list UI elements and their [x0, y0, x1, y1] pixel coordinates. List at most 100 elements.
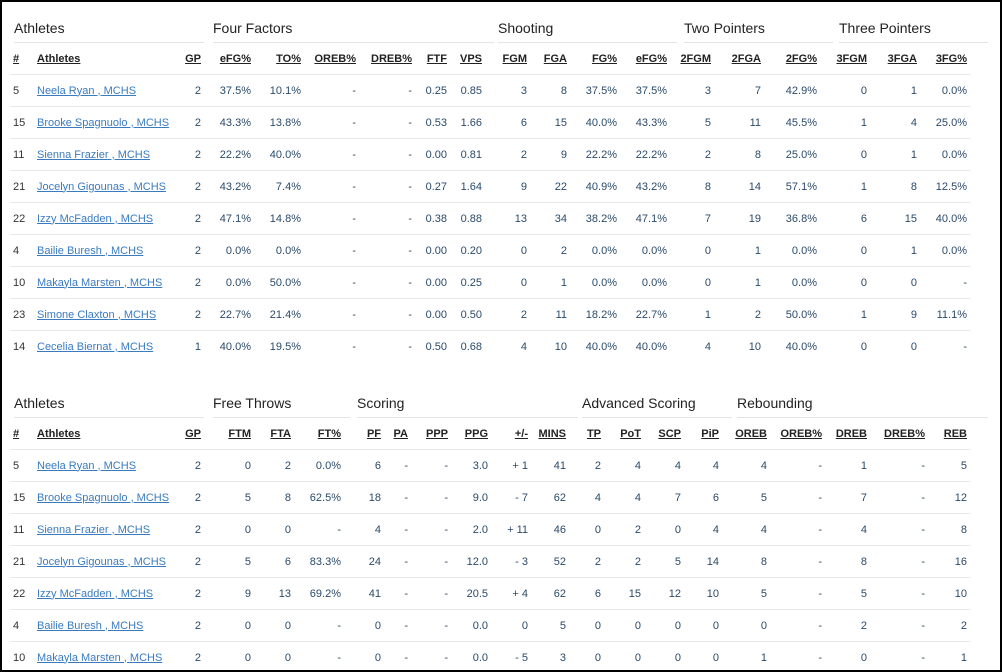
column-header-dreb-pct[interactable]: DREB% — [884, 428, 925, 440]
cell-vps: 1.66 — [450, 106, 485, 138]
cell-reb: 2 — [928, 609, 970, 641]
cell-fga: 10 — [530, 330, 570, 362]
column-header-tp[interactable]: TP — [586, 428, 601, 440]
column-header-to-pct[interactable]: TO% — [276, 53, 301, 65]
cell-2fgm: 1 — [670, 298, 714, 330]
cell-efg-pct: 22.2% — [620, 138, 670, 170]
table-row: 22 Izzy McFadden , MCHS 2 9 13 69.2% 41- -20.5 +… — [10, 577, 970, 609]
cell-ftf: 0.53 — [415, 106, 450, 138]
athlete-link[interactable]: Izzy McFadden , MCHS — [37, 212, 154, 225]
column-header-fgm[interactable]: FGM — [502, 53, 527, 65]
column-header-oreb-pct[interactable]: OREB% — [780, 428, 822, 440]
column-header-number[interactable]: # — [13, 53, 20, 65]
column-header-reb[interactable]: REB — [943, 428, 967, 440]
cell-dreb-pct: - — [359, 234, 415, 266]
column-header-gp[interactable]: GP — [185, 428, 201, 440]
athlete-link[interactable]: Makayla Marsten , MCHS — [37, 276, 163, 289]
column-header-dreb-pct[interactable]: DREB% — [371, 53, 412, 65]
cell-gp: 2 — [174, 545, 204, 577]
column-header-athletes[interactable]: Athletes — [37, 53, 81, 65]
cell-fgm: 0 — [485, 234, 530, 266]
column-header-pf[interactable]: PF — [366, 428, 381, 440]
cell-number: 11 — [10, 513, 34, 545]
cell-tp: 0 — [569, 609, 604, 641]
cell-number: 5 — [10, 74, 34, 106]
cell-ppg: 20.5 — [451, 577, 491, 609]
scoring-stats-section: Athletes Free Throws Scoring Advanced Sc… — [10, 389, 990, 664]
cell-reb: 10 — [928, 577, 970, 609]
cell-ftm: 0 — [204, 449, 254, 481]
column-header-plus-minus[interactable]: +/- — [514, 428, 528, 440]
cell-oreb-pct: - — [304, 106, 359, 138]
column-header-pot[interactable]: PoT — [620, 428, 641, 440]
column-header-ppg[interactable]: PPG — [464, 428, 488, 440]
cell-pip: 4 — [684, 449, 722, 481]
column-header-ftf[interactable]: FTF — [426, 53, 447, 65]
athlete-link[interactable]: Sienna Frazier , MCHS — [37, 523, 151, 536]
column-header-3fg-pct[interactable]: 3FG% — [935, 53, 967, 65]
column-header-ftm[interactable]: FTM — [228, 428, 251, 440]
cell-dreb-pct: - — [870, 641, 928, 670]
cell-fgm: 3 — [485, 74, 530, 106]
column-header-3fgm[interactable]: 3FGM — [836, 53, 867, 65]
cell-fg-pct: 18.2% — [570, 298, 620, 330]
cell-2fga: 10 — [714, 330, 764, 362]
cell-pot: 2 — [604, 513, 644, 545]
athlete-link[interactable]: Brooke Spagnuolo , MCHS — [37, 491, 170, 504]
athlete-link[interactable]: Cecelia Biernat , MCHS — [37, 340, 154, 353]
column-header-mins[interactable]: MINS — [538, 428, 567, 440]
athlete-link[interactable]: Jocelyn Gigounas , MCHS — [37, 180, 166, 193]
column-header-gp[interactable]: GP — [185, 53, 201, 65]
column-header-athletes[interactable]: Athletes — [37, 428, 81, 440]
athlete-link[interactable]: Makayla Marsten , MCHS — [37, 651, 163, 664]
column-header-3fga[interactable]: 3FGA — [887, 53, 917, 65]
cell-3fga: 1 — [870, 74, 920, 106]
column-header-ppp[interactable]: PPP — [425, 428, 448, 440]
column-header-pa[interactable]: PA — [393, 428, 408, 440]
cell-dreb: 5 — [825, 577, 870, 609]
cell-efg-pct: 22.2% — [204, 138, 254, 170]
table-row: 11 Sienna Frazier , MCHS 2 22.2% 40.0% - -0.00… — [10, 138, 970, 170]
cell-number: 22 — [10, 577, 34, 609]
column-header-pip[interactable]: PiP — [701, 428, 719, 440]
cell-efg-pct: 47.1% — [620, 202, 670, 234]
column-header-fga[interactable]: FGA — [543, 53, 567, 65]
column-header-number[interactable]: # — [13, 428, 20, 440]
cell-to-pct: 50.0% — [254, 266, 304, 298]
athlete-link[interactable]: Brooke Spagnuolo , MCHS — [37, 116, 170, 129]
cell-pot: 0 — [604, 609, 644, 641]
column-header-efg-pct[interactable]: eFG% — [219, 53, 251, 65]
column-header-scp[interactable]: SCP — [658, 428, 681, 440]
cell-vps: 0.81 — [450, 138, 485, 170]
column-header-fta[interactable]: FTA — [270, 428, 291, 440]
column-header-2fga[interactable]: 2FGA — [731, 53, 761, 65]
column-header-oreb[interactable]: OREB — [735, 428, 767, 440]
column-header-fg-pct[interactable]: FG% — [591, 53, 617, 65]
column-header-ft-pct[interactable]: FT% — [317, 428, 341, 440]
column-header-vps[interactable]: VPS — [459, 53, 482, 65]
cell-2fgm: 3 — [670, 74, 714, 106]
athlete-link[interactable]: Bailie Buresh , MCHS — [37, 244, 144, 257]
column-header-efg-pct[interactable]: eFG% — [635, 53, 667, 65]
cell-fg-pct: 40.9% — [570, 170, 620, 202]
cell-oreb-pct: - — [304, 234, 359, 266]
athlete-link[interactable]: Bailie Buresh , MCHS — [37, 619, 144, 632]
athlete-link[interactable]: Neela Ryan , MCHS — [37, 459, 137, 472]
cell-tp: 6 — [569, 577, 604, 609]
cell-number: 10 — [10, 266, 34, 298]
athlete-cell: Izzy McFadden , MCHS — [34, 577, 174, 609]
column-header-2fgm[interactable]: 2FGM — [680, 53, 711, 65]
cell-efg-pct: 37.5% — [204, 74, 254, 106]
cell-ft-pct: 69.2% — [294, 577, 344, 609]
cell-pot: 0 — [604, 641, 644, 670]
athlete-link[interactable]: Sienna Frazier , MCHS — [37, 148, 151, 161]
athlete-link[interactable]: Izzy McFadden , MCHS — [37, 587, 154, 600]
athlete-link[interactable]: Simone Claxton , MCHS — [37, 308, 157, 321]
column-header-dreb[interactable]: DREB — [835, 428, 867, 440]
table-row: 21 Jocelyn Gigounas , MCHS 2 5 6 83.3% 24- -12.… — [10, 545, 970, 577]
cell-mins: 62 — [531, 481, 569, 513]
athlete-link[interactable]: Neela Ryan , MCHS — [37, 84, 137, 97]
column-header-oreb-pct[interactable]: OREB% — [314, 53, 356, 65]
column-header-2fg-pct[interactable]: 2FG% — [785, 53, 817, 65]
athlete-link[interactable]: Jocelyn Gigounas , MCHS — [37, 555, 166, 568]
